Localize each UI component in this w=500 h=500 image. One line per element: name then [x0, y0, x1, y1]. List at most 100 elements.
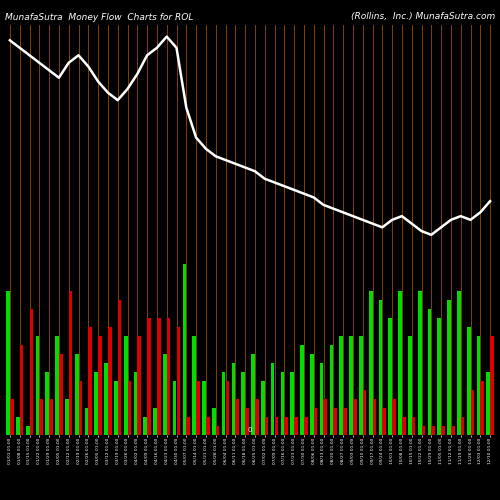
- Bar: [369, 290, 372, 435]
- Bar: [75, 354, 78, 435]
- Text: MunafaSutra  Money Flow  Charts for ROL: MunafaSutra Money Flow Charts for ROL: [5, 12, 194, 22]
- Bar: [422, 426, 425, 435]
- Bar: [467, 327, 470, 435]
- Bar: [349, 336, 353, 435]
- Bar: [59, 354, 62, 435]
- Bar: [226, 381, 229, 435]
- Bar: [320, 363, 324, 435]
- Bar: [486, 372, 490, 435]
- Bar: [457, 290, 460, 435]
- Bar: [98, 336, 102, 435]
- Bar: [84, 408, 88, 435]
- Bar: [451, 426, 454, 435]
- Bar: [157, 318, 160, 435]
- Bar: [26, 426, 30, 435]
- Bar: [236, 399, 239, 435]
- Bar: [362, 390, 366, 435]
- Bar: [222, 372, 226, 435]
- Bar: [314, 408, 318, 435]
- Text: (Rollins,  Inc.) MunafaSutra.com: (Rollins, Inc.) MunafaSutra.com: [351, 12, 495, 22]
- Bar: [134, 372, 138, 435]
- Bar: [274, 417, 278, 435]
- Bar: [40, 399, 43, 435]
- Bar: [166, 318, 170, 435]
- Bar: [128, 381, 131, 435]
- Bar: [245, 408, 249, 435]
- Bar: [480, 381, 484, 435]
- Bar: [261, 381, 264, 435]
- Bar: [65, 399, 68, 435]
- Bar: [206, 417, 210, 435]
- Bar: [294, 417, 298, 435]
- Bar: [104, 363, 108, 435]
- Text: 0: 0: [248, 427, 252, 433]
- Bar: [144, 417, 147, 435]
- Bar: [476, 336, 480, 435]
- Bar: [124, 336, 128, 435]
- Bar: [284, 417, 288, 435]
- Bar: [310, 354, 314, 435]
- Bar: [418, 290, 422, 435]
- Bar: [470, 390, 474, 435]
- Bar: [94, 372, 98, 435]
- Bar: [212, 408, 216, 435]
- Bar: [192, 336, 196, 435]
- Bar: [324, 399, 327, 435]
- Bar: [49, 399, 53, 435]
- Bar: [412, 417, 416, 435]
- Bar: [432, 426, 435, 435]
- Bar: [36, 336, 40, 435]
- Bar: [402, 417, 406, 435]
- Bar: [30, 308, 33, 435]
- Bar: [340, 336, 343, 435]
- Bar: [46, 372, 49, 435]
- Bar: [163, 354, 166, 435]
- Bar: [330, 345, 334, 435]
- Bar: [372, 399, 376, 435]
- Bar: [490, 336, 494, 435]
- Bar: [300, 345, 304, 435]
- Bar: [196, 381, 200, 435]
- Bar: [447, 300, 451, 435]
- Bar: [398, 290, 402, 435]
- Bar: [186, 417, 190, 435]
- Bar: [388, 318, 392, 435]
- Bar: [378, 300, 382, 435]
- Bar: [153, 408, 157, 435]
- Bar: [438, 318, 441, 435]
- Bar: [88, 327, 92, 435]
- Bar: [108, 327, 112, 435]
- Bar: [232, 363, 235, 435]
- Bar: [290, 372, 294, 435]
- Bar: [10, 399, 14, 435]
- Bar: [118, 300, 122, 435]
- Bar: [242, 372, 245, 435]
- Bar: [16, 417, 20, 435]
- Bar: [428, 308, 432, 435]
- Bar: [353, 399, 356, 435]
- Bar: [55, 336, 59, 435]
- Bar: [255, 399, 258, 435]
- Bar: [138, 336, 141, 435]
- Bar: [173, 381, 176, 435]
- Bar: [304, 417, 308, 435]
- Bar: [6, 290, 10, 435]
- Bar: [392, 399, 396, 435]
- Bar: [441, 426, 445, 435]
- Bar: [251, 354, 255, 435]
- Bar: [216, 426, 220, 435]
- Bar: [78, 381, 82, 435]
- Bar: [68, 290, 72, 435]
- Bar: [408, 336, 412, 435]
- Bar: [147, 318, 151, 435]
- Bar: [20, 345, 24, 435]
- Bar: [114, 381, 117, 435]
- Bar: [280, 372, 284, 435]
- Bar: [460, 417, 464, 435]
- Bar: [359, 336, 362, 435]
- Bar: [182, 264, 186, 435]
- Bar: [202, 381, 206, 435]
- Bar: [343, 408, 347, 435]
- Bar: [271, 363, 274, 435]
- Bar: [382, 408, 386, 435]
